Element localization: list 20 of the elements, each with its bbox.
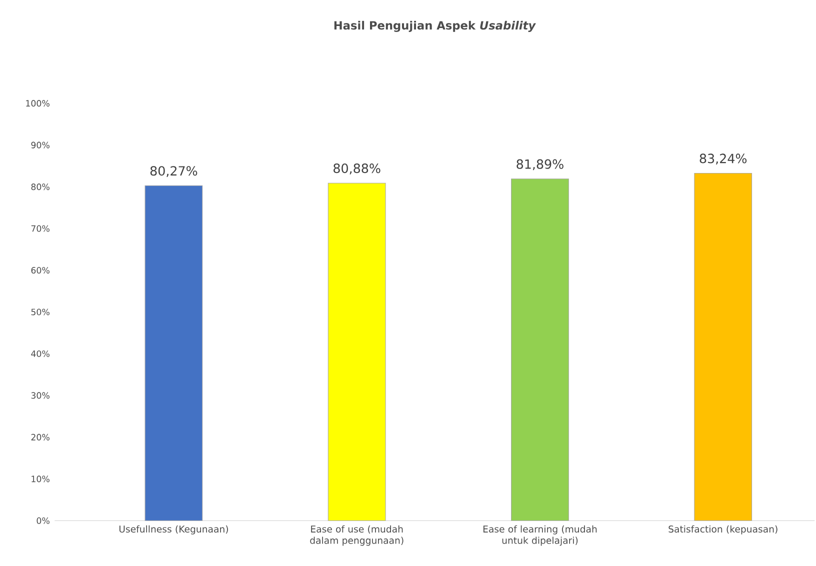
y-tick-label: 60%	[31, 266, 50, 274]
x-tick-label: Satisfaction (kepuasan)	[668, 525, 778, 534]
x-tick-label: Usefullness (Kegunaan)	[119, 525, 228, 534]
data-label: 83,24%	[700, 154, 747, 165]
chart-title: Hasil Pengujian Aspek Usability	[334, 20, 536, 32]
y-tick-label: 70%	[31, 225, 50, 232]
x-tick-label: Ease of use (mudah dalam penggunaan)	[310, 525, 404, 546]
y-tick-label: 0%	[36, 517, 50, 524]
x-tick-label: Ease of learning (mudah untuk dipelajari)	[483, 525, 597, 546]
y-tick-label: 80%	[31, 184, 50, 190]
data-label: 80,27%	[150, 166, 198, 177]
y-tick-label: 20%	[31, 434, 50, 440]
y-tick-label: 90%	[31, 142, 50, 148]
y-tick-label: 30%	[31, 392, 50, 399]
y-tick-label: 10%	[32, 476, 50, 482]
data-label: 80,88%	[334, 164, 380, 174]
y-tick-label: 50%	[31, 308, 50, 316]
y-tick-label: 40%	[31, 350, 50, 357]
y-tick-label: 100%	[26, 100, 50, 107]
data-label: 81,89%	[516, 159, 564, 170]
